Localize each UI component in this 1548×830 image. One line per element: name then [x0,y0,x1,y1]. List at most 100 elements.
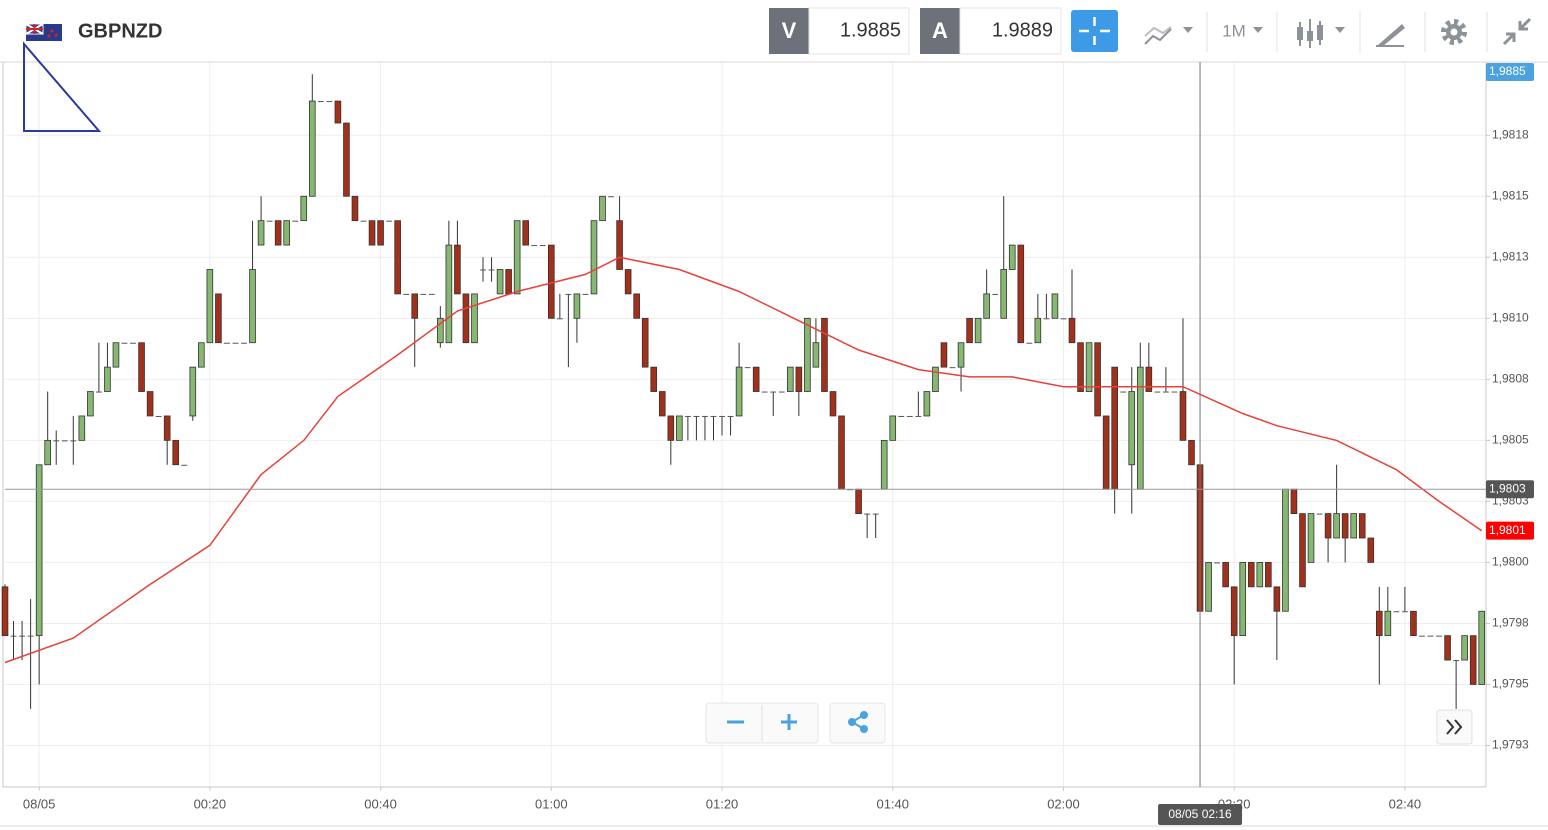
price-marker-label: 1,9885 [1489,64,1526,78]
timeframe[interactable]: 1M [1222,21,1246,40]
candle-body [1265,562,1272,588]
share-button[interactable] [829,702,886,744]
collapse-button[interactable] [1502,17,1532,46]
candle-body [1384,610,1392,637]
candle-body [10,635,17,637]
y-tick-label: 1,9800 [1492,555,1529,569]
y-tick-label: 1,9798 [1492,616,1529,630]
candle-body [1350,513,1357,539]
candle-body [1188,439,1195,466]
candle-body [1205,562,1212,612]
candle-body [770,391,777,393]
candle-body [795,366,803,392]
candle-body [1136,366,1144,490]
candle-body [1444,635,1451,661]
candle-body [462,293,470,344]
bid-label: V [782,18,797,43]
candle-body [386,220,393,222]
crosshair-button[interactable] [1071,10,1118,52]
bid-tag[interactable] [769,8,809,54]
candle-body [702,415,708,417]
candle-body [898,415,905,417]
candle-body [206,269,214,344]
candle-body [317,101,324,103]
candle-body [761,391,768,393]
candle-body [428,293,435,295]
y-tick-label: 1,9813 [1492,249,1529,263]
candle-body [787,366,794,392]
candle-body [906,415,913,417]
candle-body [513,220,521,295]
candle-body [1375,610,1383,637]
candle-body [155,415,162,417]
candle-body [1077,342,1084,392]
candle-body [966,317,973,344]
candle-body [923,391,931,417]
crosshair-icon [1079,17,1110,45]
x-tick-label: 00:40 [364,796,397,811]
bid-box[interactable] [808,7,910,55]
ask-tag[interactable] [920,8,960,54]
candle-body [1222,562,1229,588]
candle-body [403,293,410,295]
scroll-to-end-button[interactable] [1436,709,1473,745]
candle-body [812,342,820,368]
candle-body [87,391,94,417]
candle-body [650,366,658,392]
candle-body [864,513,871,515]
candle-body [1410,610,1417,637]
candle-body [957,342,965,368]
candle-body [1436,635,1442,637]
price-marker-box [1486,521,1534,540]
candle-body [880,439,888,490]
drawing-tools-button[interactable] [1376,24,1405,47]
candle-body [676,415,683,441]
candle-body [1316,513,1323,515]
ask-box[interactable] [959,7,1062,55]
candle-body [1162,391,1169,393]
candle-body [1008,244,1016,270]
candle-body [684,415,691,417]
candle-body [232,342,239,344]
price-marker-label: 1,9801 [1489,523,1526,537]
candle-body [1469,635,1477,685]
candle-body [377,220,384,246]
candle-body [163,415,171,441]
candle-body [1461,635,1468,661]
candle-body [1145,366,1153,392]
candle-body [61,440,68,442]
candle-body [53,440,60,442]
candle-body [693,415,700,417]
candle-body [27,635,34,637]
candle-body [1214,562,1221,564]
zoom-controls [705,702,1473,745]
chart-type-button[interactable] [1144,26,1193,45]
candle-body [727,415,734,417]
y-tick-label: 1,9810 [1492,310,1529,324]
candle-body [437,317,444,344]
y-tick-label: 1,9808 [1492,372,1529,386]
zoom-in-button[interactable] [763,704,817,742]
candle-body [1094,342,1101,417]
candle-body [992,293,999,295]
settings-button[interactable] [1441,19,1467,45]
candle-body [1085,342,1093,392]
candle-body [198,342,205,368]
candle-body [633,293,640,319]
candle-body [334,100,342,124]
candle-body [872,513,879,515]
candle-body [1290,488,1298,514]
candle-body [1179,391,1187,441]
candle-body [1247,562,1255,588]
crosshair-time-label: 08/05 02:16 [1168,807,1232,821]
candle-body [496,269,504,295]
candle-body [1000,269,1008,319]
candle-body [1043,318,1050,320]
candle-body [778,391,785,393]
x-tick-label: 08/05 [23,796,56,811]
candle-style-button[interactable] [1297,19,1345,48]
zoom-out-button[interactable] [707,704,761,742]
candle-body [522,220,529,246]
candle-body [1034,317,1042,344]
